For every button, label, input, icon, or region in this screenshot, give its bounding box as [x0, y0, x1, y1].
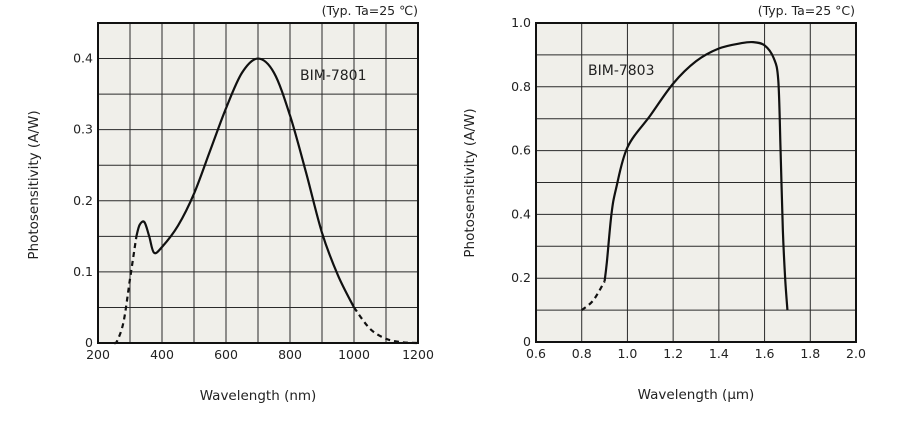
x-tick-label: 1200 — [402, 347, 434, 362]
y-axis-label: Photosensitivity (A/W) — [462, 108, 478, 257]
chart-bim-7803: 0.6 0.8 1.0 1.2 1.4 1.6 1.8 2.0 0 0.2 0.4 0.6 0.8 1.0… — [462, 3, 866, 403]
x-axis-label: Wavelength (nm) — [200, 388, 317, 404]
y-tick-label: 0.1 — [73, 264, 93, 279]
series-line-dashed — [113, 236, 138, 345]
x-tick-label: 200 — [86, 347, 110, 362]
x-tick-label: 0.6 — [526, 346, 546, 361]
x-tick-label: 1.6 — [755, 346, 775, 361]
y-tick-label: 1.0 — [511, 15, 531, 30]
chart-note: (Typ. Ta=25 °C) — [758, 3, 855, 18]
series-label: BIM-7803 — [588, 63, 655, 79]
y-tick-label: 0 — [523, 334, 531, 349]
plot-frame — [535, 22, 857, 343]
series-label: BIM-7801 — [300, 68, 367, 84]
x-tick-label: 1.2 — [663, 346, 683, 361]
y-tick-label: 0 — [85, 335, 93, 350]
y-tick-label: 0.2 — [73, 193, 93, 208]
y-tick-label: 0.4 — [511, 206, 531, 221]
series-line — [135, 57, 355, 308]
x-axis-label: Wavelength (μm) — [638, 387, 755, 403]
y-axis-label: Photosensitivity (A/W) — [26, 110, 42, 259]
series-line — [603, 40, 789, 311]
x-tick-label: 600 — [214, 347, 238, 362]
x-tick-label: 2.0 — [846, 346, 866, 361]
plot-frame — [97, 22, 419, 344]
series-line-dashed — [353, 306, 419, 345]
y-tick-label: 0.8 — [511, 79, 531, 94]
x-tick-label: 1000 — [338, 347, 370, 362]
series-line-dashed — [581, 280, 606, 311]
y-tick-label: 0.4 — [73, 51, 93, 66]
chart-note: (Typ. Ta=25 ℃) — [322, 3, 418, 18]
y-tick-label: 0.3 — [73, 122, 93, 137]
x-tick-label: 1.0 — [617, 346, 637, 361]
x-tick-label: 400 — [150, 347, 174, 362]
y-tick-label: 0.2 — [511, 270, 531, 285]
chart-bim-7801: 200 400 600 800 1000 1200 0 0.1 0.2 0.3 0.4 (Typ. … — [26, 3, 434, 404]
x-tick-label: 800 — [278, 347, 302, 362]
x-tick-label: 0.8 — [572, 346, 592, 361]
x-tick-label: 1.8 — [800, 346, 820, 361]
x-tick-label: 1.4 — [709, 346, 729, 361]
y-tick-label: 0.6 — [511, 143, 531, 158]
